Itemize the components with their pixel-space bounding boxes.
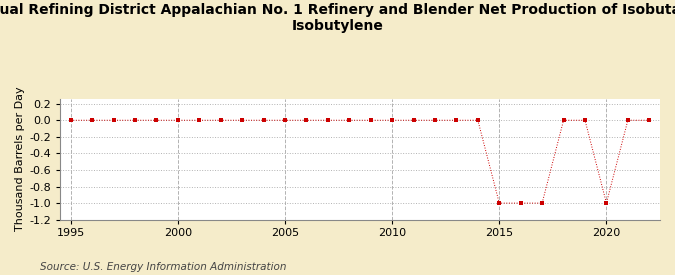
Text: Source: U.S. Energy Information Administration: Source: U.S. Energy Information Administ… (40, 262, 287, 272)
Y-axis label: Thousand Barrels per Day: Thousand Barrels per Day (15, 87, 25, 232)
Text: Annual Refining District Appalachian No. 1 Refinery and Blender Net Production o: Annual Refining District Appalachian No.… (0, 3, 675, 33)
